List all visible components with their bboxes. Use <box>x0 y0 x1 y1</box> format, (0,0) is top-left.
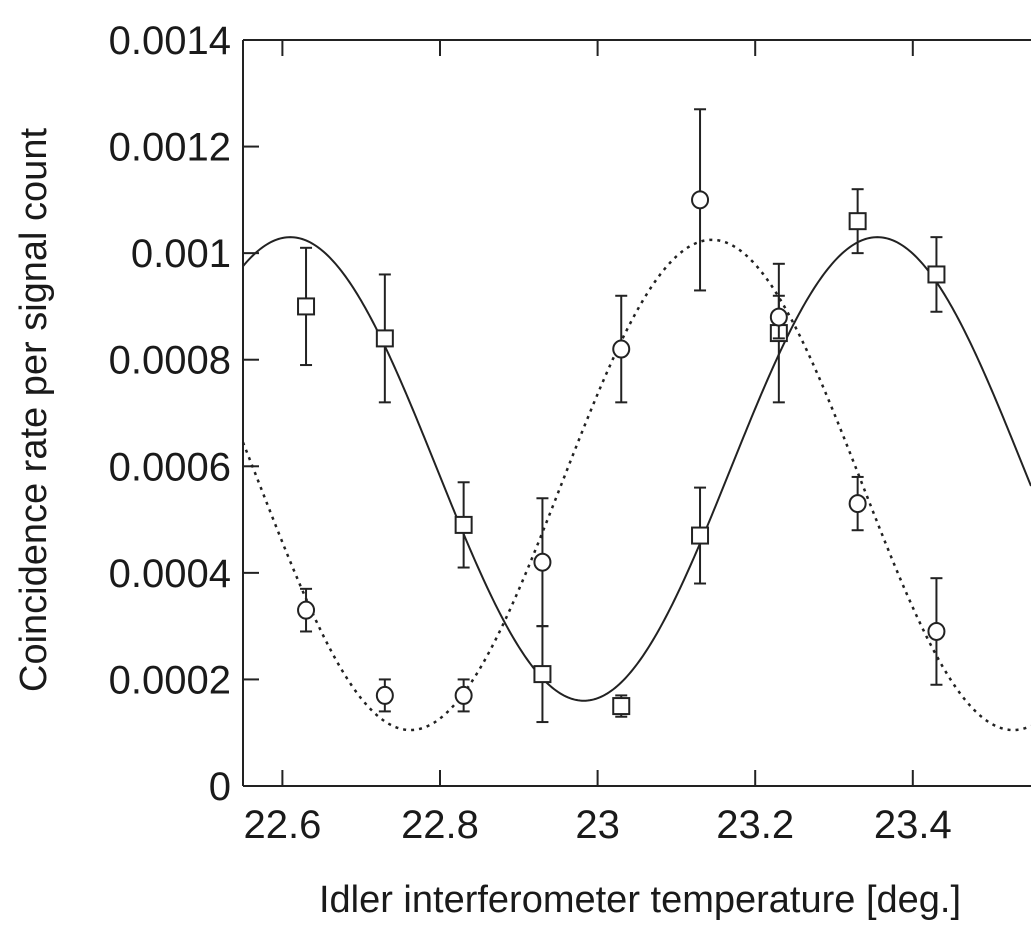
square-data-point <box>691 526 710 545</box>
solid-fit-curve <box>242 236 1031 702</box>
x-tick-label: 23 <box>575 803 620 847</box>
x-tick-label: 23.2 <box>716 803 794 847</box>
square-data-point <box>375 329 394 348</box>
y-tick-label: 0.001 <box>131 232 231 276</box>
x-tick-label: 22.6 <box>243 803 321 847</box>
circle-data-point <box>454 685 473 705</box>
square-data-point <box>848 212 867 231</box>
fit-curves <box>241 236 1031 732</box>
square-data-point <box>297 297 316 316</box>
y-tick-label: 0.0008 <box>109 339 231 383</box>
circle-data-point <box>848 494 867 514</box>
square-data-point <box>454 515 473 534</box>
circle-data-point <box>297 600 316 620</box>
y-tick-label: 0 <box>209 765 231 809</box>
square-data-point <box>612 697 631 716</box>
square-data-point <box>927 265 946 284</box>
y-tick-label: 0.0002 <box>109 658 231 702</box>
x-tick-labels: 22.6 22.8 23 23.2 23.4 <box>243 803 951 847</box>
x-tick-label: 22.8 <box>401 803 479 847</box>
data-points <box>297 108 946 724</box>
y-axis-title: Coincidence rate per signal count <box>13 128 55 692</box>
y-tick-labels: 0 0.0002 0.0004 0.0006 0.0008 0.001 0.0012 0.00… <box>109 19 231 809</box>
y-tick-label: 0.0014 <box>109 19 231 63</box>
x-tick-label: 23.4 <box>874 803 952 847</box>
circle-data-point <box>533 552 552 572</box>
x-axis-title: Idler interferometer temperature [deg.] <box>319 879 961 921</box>
square-data-point <box>533 665 552 684</box>
y-tick-label: 0.0012 <box>109 126 231 170</box>
circle-data-point <box>769 307 788 327</box>
circle-data-point <box>691 190 710 210</box>
dotted-fit-curve <box>241 238 1031 732</box>
y-tick-label: 0.0004 <box>109 552 231 596</box>
circle-data-point <box>612 339 631 359</box>
plot-frame <box>242 39 1031 787</box>
circle-data-point <box>927 621 946 641</box>
circle-data-point <box>375 685 394 705</box>
y-tick-label: 0.0006 <box>109 445 231 489</box>
